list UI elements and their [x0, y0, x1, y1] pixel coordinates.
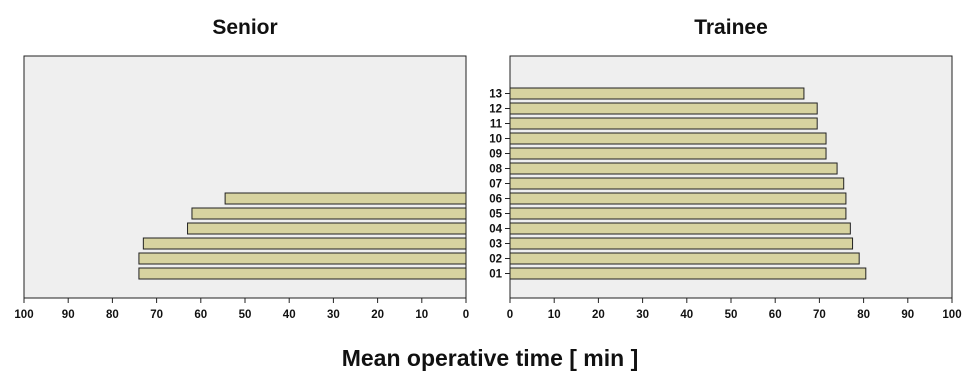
trainee-x-tick-label-20: 20: [592, 309, 605, 321]
trainee-x-tick-label-30: 30: [636, 309, 649, 321]
trainee-bar-01: [509, 267, 867, 280]
category-label-04: 04: [489, 224, 502, 236]
trainee-bar-10: [509, 132, 827, 145]
senior-x-tick-label-100: 100: [14, 309, 33, 321]
senior-bar-01: [138, 267, 467, 280]
senior-title: Senior: [212, 16, 277, 39]
trainee-x-tick-label-90: 90: [901, 309, 914, 321]
senior-x-tick-label-80: 80: [106, 309, 119, 321]
senior-x-tick-label-30: 30: [327, 309, 340, 321]
senior-bar-03: [142, 237, 467, 250]
trainee-bar-07: [509, 177, 845, 190]
senior-bar-05: [191, 207, 467, 220]
trainee-bars: [509, 87, 867, 280]
trainee-x-tick-label-60: 60: [769, 309, 782, 321]
category-label-03: 03: [489, 239, 502, 251]
senior-x-tick-label-60: 60: [194, 309, 207, 321]
senior-bar-02: [138, 252, 467, 265]
trainee-x-tick-label-10: 10: [548, 309, 561, 321]
category-label-02: 02: [489, 254, 502, 266]
category-label-13: 13: [489, 89, 502, 101]
senior-bar-06: [224, 192, 467, 205]
category-label-05: 05: [489, 209, 502, 221]
senior-bar-04: [187, 222, 467, 235]
trainee-x-tick-label-70: 70: [813, 309, 826, 321]
trainee-bar-06: [509, 192, 847, 205]
category-label-11: 11: [490, 119, 503, 131]
senior-bars: [138, 192, 467, 280]
category-label-12: 12: [489, 104, 502, 116]
category-label-10: 10: [489, 134, 502, 146]
x-axis-title: Mean operative time [ min ]: [342, 345, 639, 371]
senior-x-tick-label-90: 90: [62, 309, 75, 321]
trainee-bar-12: [509, 102, 818, 115]
senior-x-tick-label-40: 40: [283, 309, 296, 321]
senior-x-tick-label-70: 70: [150, 309, 163, 321]
senior-x-axis: 0 10 20 30 40 50 60 70 80 90 100: [14, 298, 469, 321]
trainee-bar-04: [509, 222, 851, 235]
trainee-bar-08: [509, 162, 838, 175]
senior-x-tick-label-50: 50: [239, 309, 252, 321]
category-label-07: 07: [489, 179, 502, 191]
trainee-x-tick-label-100: 100: [942, 309, 961, 321]
trainee-x-axis: 0 10 20 30 40 50 60 70 80 90 100: [507, 298, 962, 321]
category-label-08: 08: [489, 164, 502, 176]
trainee-x-tick-label-80: 80: [857, 309, 870, 321]
trainee-bar-05: [509, 207, 847, 220]
category-labels: 01 02 03 04 05 06 07 08 09 10 11 12 13: [489, 89, 510, 281]
senior-x-tick-label-20: 20: [371, 309, 384, 321]
trainee-bar-11: [509, 117, 818, 130]
senior-panel: Senior 0 10 20 30 40 50 60 70 80 90 100: [14, 16, 469, 321]
category-label-06: 06: [489, 194, 502, 206]
trainee-x-tick-label-50: 50: [725, 309, 738, 321]
senior-x-tick-label-0: 0: [463, 309, 469, 321]
trainee-bar-02: [509, 252, 860, 265]
senior-x-tick-label-10: 10: [415, 309, 428, 321]
category-label-09: 09: [489, 149, 502, 161]
trainee-x-tick-label-40: 40: [680, 309, 693, 321]
trainee-bar-13: [509, 87, 805, 100]
trainee-x-tick-label-0: 0: [507, 309, 513, 321]
category-label-01: 01: [489, 269, 502, 281]
trainee-title: Trainee: [694, 16, 768, 39]
trainee-panel: Trainee 0 10 20 30 40 50 60 70 80 90 100: [507, 16, 962, 321]
trainee-bar-09: [509, 147, 827, 160]
trainee-bar-03: [509, 237, 854, 250]
